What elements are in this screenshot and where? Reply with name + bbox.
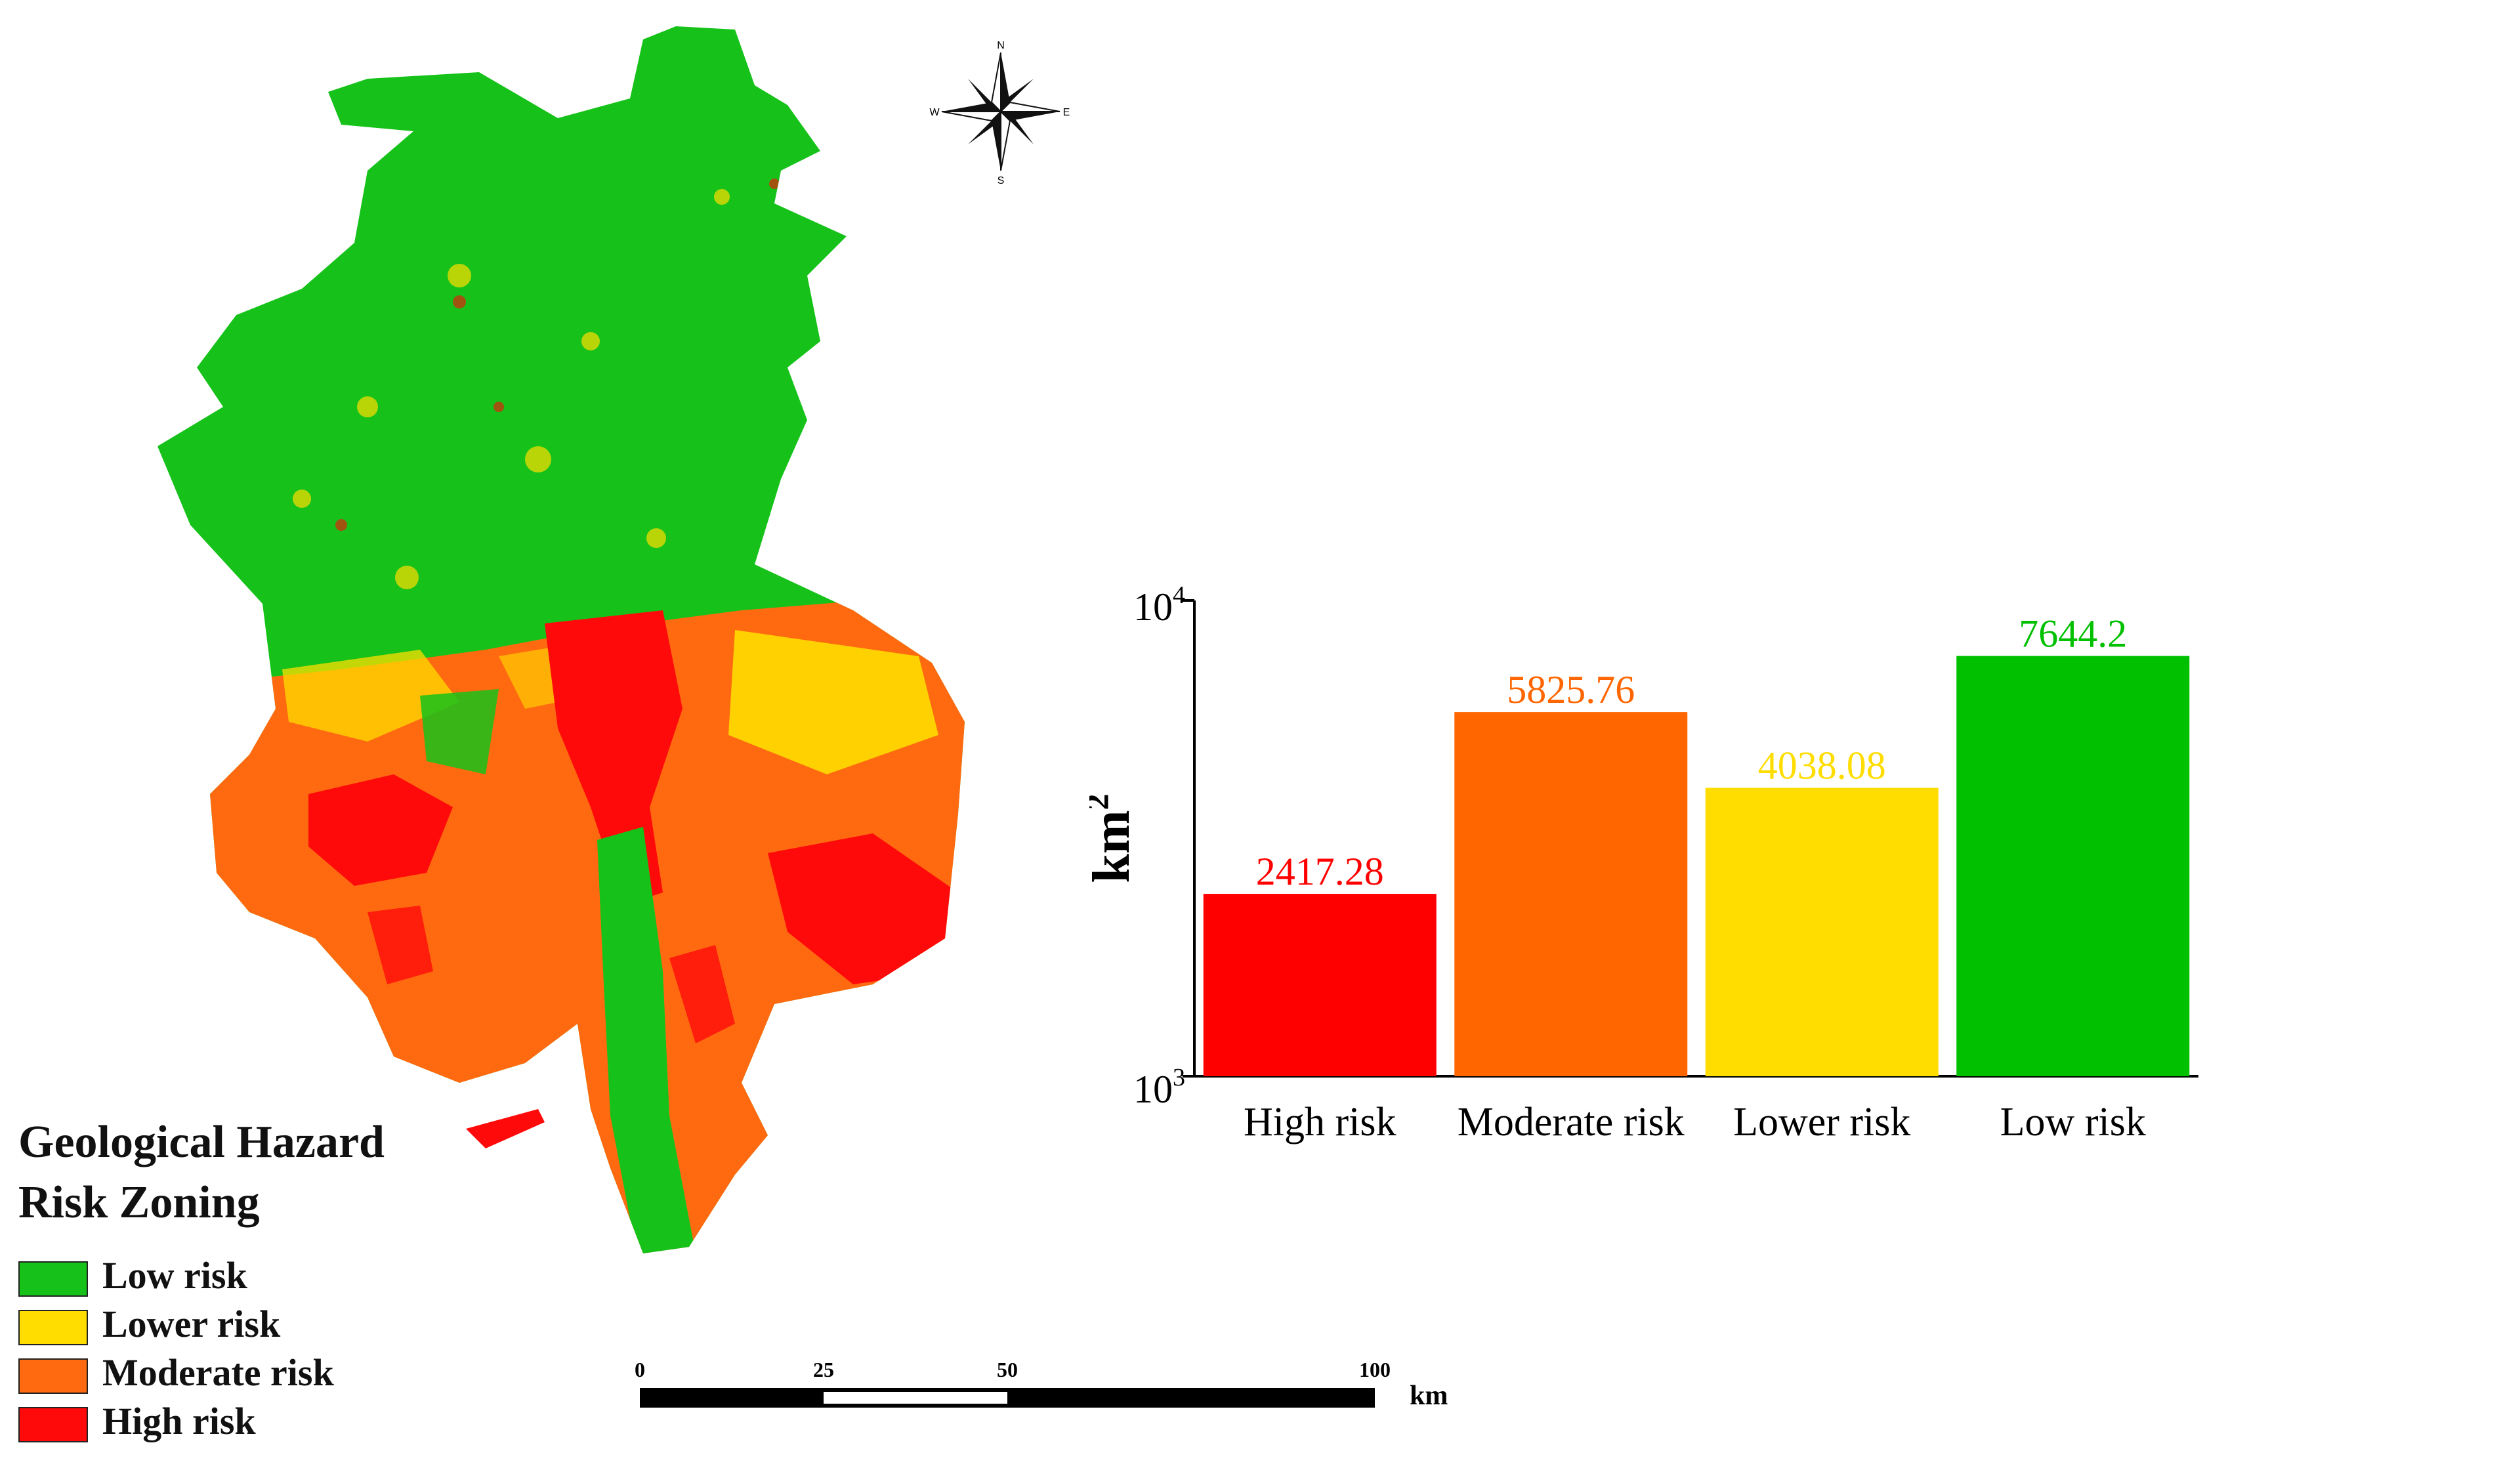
legend-label-lower-risk: Lower risk: [102, 1303, 281, 1345]
y-axis-label-base: km: [1089, 810, 1141, 883]
y-tick-sup-bottom: 3: [1173, 1064, 1185, 1091]
risk-zoning-map: [158, 26, 965, 1253]
y-axis-label: km2: [1089, 793, 1141, 883]
bar-high-risk: [1203, 894, 1437, 1076]
y-tick-label-10-3: 103: [1133, 1064, 1185, 1111]
scale-tick-100: 100: [1359, 1358, 1391, 1381]
legend-title-line1: Geological Hazard: [18, 1117, 385, 1167]
compass-n: N: [997, 40, 1005, 51]
scale-unit: km: [1410, 1381, 1448, 1411]
legend-label-moderate-risk: Moderate risk: [102, 1351, 334, 1394]
legend-swatch-moderate-risk: [18, 1358, 88, 1394]
scale-tick-0: 0: [635, 1358, 645, 1381]
compass-rose-icon: N S E W: [929, 40, 1070, 186]
y-tick-sup-top: 4: [1173, 581, 1185, 609]
bar-low-risk: [1956, 656, 2190, 1076]
bars-group: 2417.28 High risk 5825.76 Moderate risk 4038…: [1203, 612, 2190, 1144]
compass-w: W: [929, 107, 940, 118]
bar-moderate-risk: [1454, 712, 1688, 1076]
legend-swatch-lower-risk: [18, 1310, 88, 1345]
category-label-low-risk: Low risk: [2000, 1100, 2146, 1144]
value-label-lower-risk: 4038.08: [1758, 744, 1886, 787]
value-label-high-risk: 2417.28: [1256, 850, 1384, 893]
bar-lower-risk: [1705, 787, 1939, 1076]
scale-tick-50: 50: [997, 1358, 1018, 1381]
y-tick-base-bottom: 10: [1133, 1068, 1173, 1111]
legend-label-low-risk: Low risk: [102, 1254, 247, 1297]
y-tick-base-top: 10: [1133, 585, 1173, 629]
y-axis-label-sup: 2: [1089, 793, 1115, 810]
compass-s: S: [998, 175, 1005, 186]
legend-label-high-risk: High risk: [102, 1400, 256, 1442]
category-label-moderate-risk: Moderate risk: [1458, 1100, 1685, 1144]
legend-swatch-high-risk: [18, 1407, 88, 1442]
legend-swatch-low-risk: [18, 1261, 88, 1297]
scale-tick-25: 25: [813, 1358, 834, 1381]
compass-e: E: [1063, 107, 1070, 118]
scale-bar: 0 25 50 100 km: [635, 1358, 1448, 1411]
legend-title-line2: Risk Zoning: [18, 1177, 260, 1228]
value-label-moderate-risk: 5825.76: [1507, 668, 1635, 711]
value-label-low-risk: 7644.2: [2019, 612, 2127, 656]
legend-title: Geological Hazard Risk Zoning: [18, 1112, 385, 1233]
y-tick-label-10-4: 104: [1133, 581, 1185, 629]
category-label-lower-risk: Lower risk: [1733, 1100, 1910, 1144]
category-label-high-risk: High risk: [1244, 1100, 1396, 1144]
